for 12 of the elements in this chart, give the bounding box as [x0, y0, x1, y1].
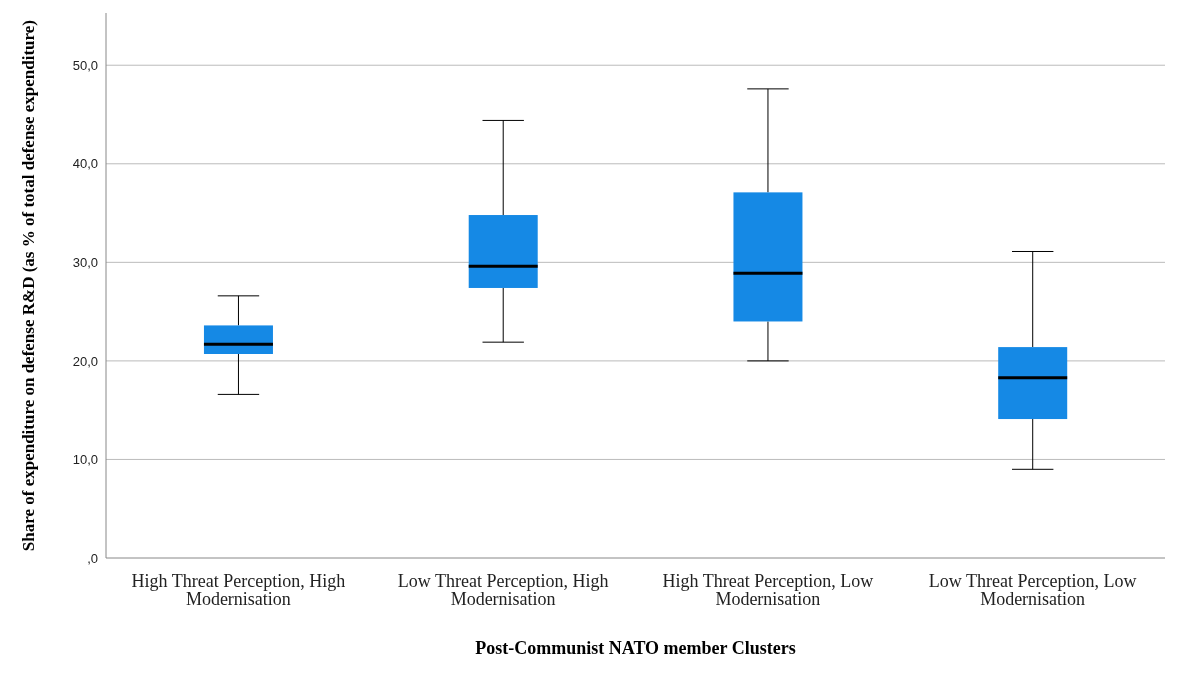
y-tick-label: 10,0 [72, 452, 98, 468]
y-tick-label: 50,0 [72, 57, 98, 73]
y-tick-label: 20,0 [72, 353, 98, 369]
x-tick-label: Low Threat Perception, High Modernisation [397, 570, 609, 609]
y-axis-title: Share of expenditure on defense R&D (as % of total defense expenditure) [18, 19, 38, 552]
y-tick-label: 40,0 [72, 156, 98, 172]
x-axis-title: Post-Communist NATO member Clusters [474, 638, 797, 659]
y-tick-label: 30,0 [72, 254, 98, 270]
y-tick-label: ,0 [87, 550, 98, 566]
x-tick-label: High Threat Perception, Low Modernisation [662, 570, 874, 609]
x-tick-label: Low Threat Perception, Low Modernisation [928, 570, 1137, 609]
x-tick-label: High Threat Perception, High Modernisation [131, 570, 346, 609]
